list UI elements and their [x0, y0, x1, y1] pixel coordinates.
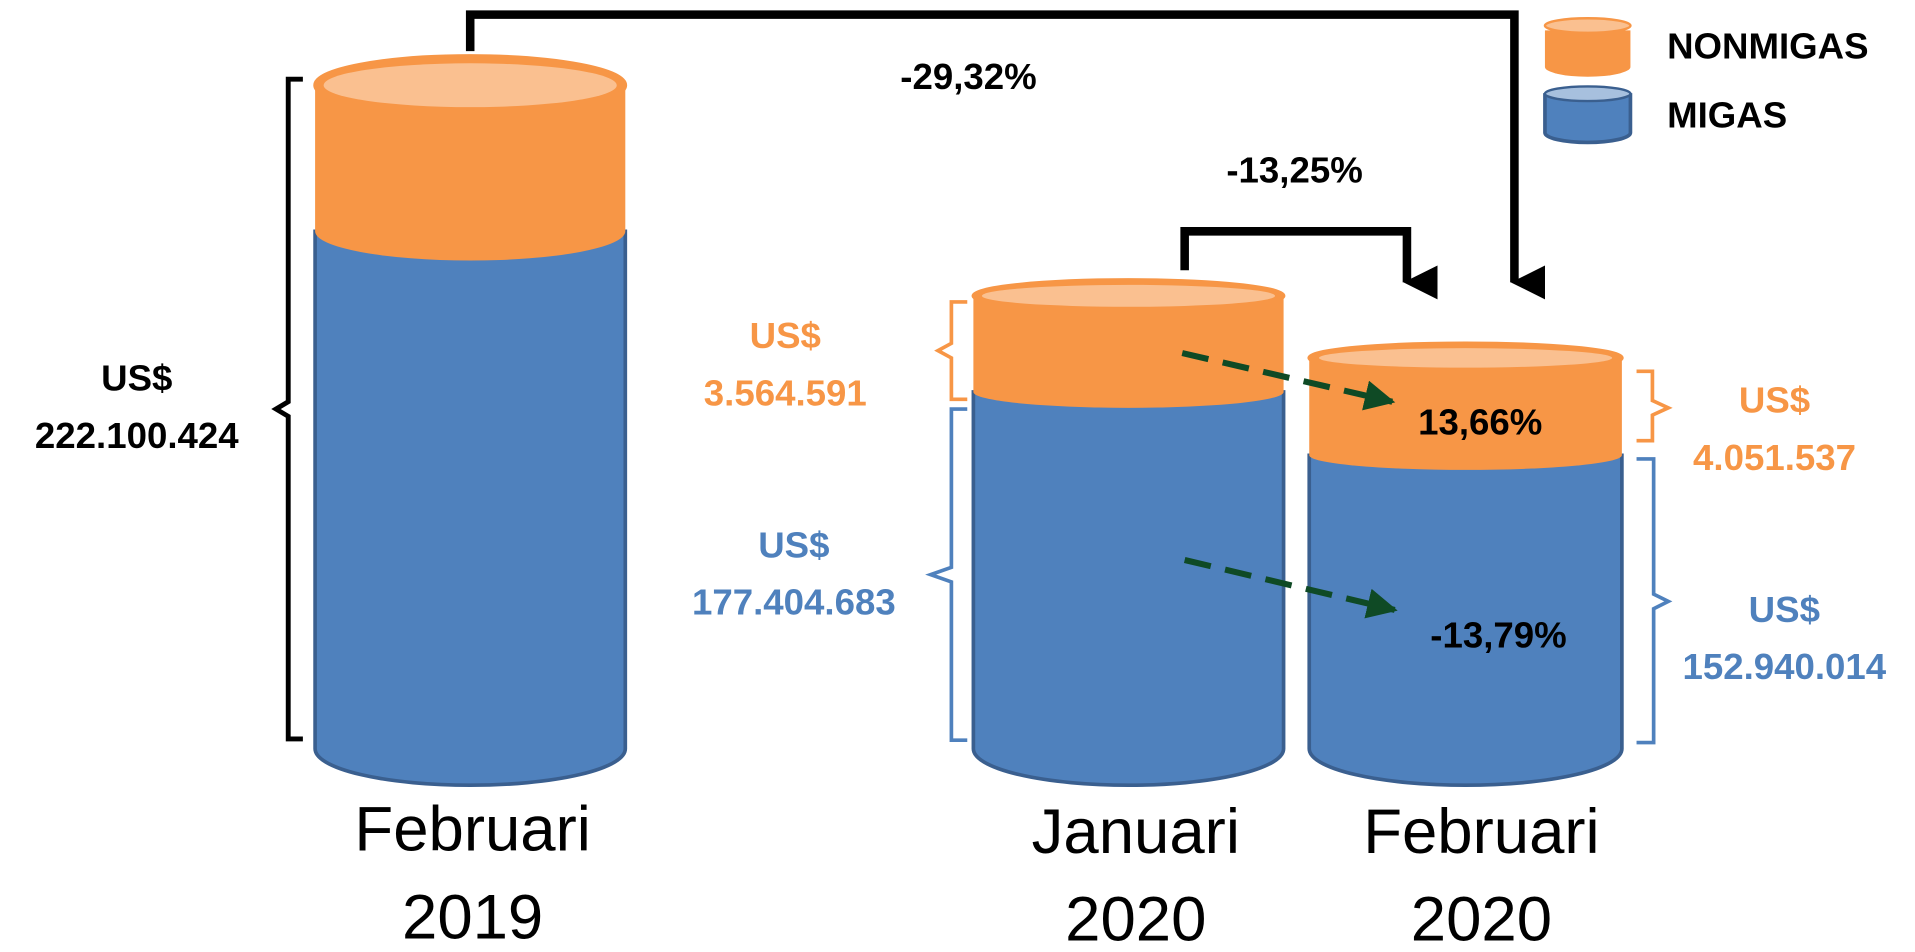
cylinder-feb-2020: [1307, 341, 1624, 788]
cylinder-jan-2020: [971, 278, 1286, 788]
legend-label: MIGAS: [1667, 95, 1787, 136]
column-label: Februari: [1363, 797, 1599, 867]
value-label: 3.564.591: [704, 372, 867, 413]
bracket: [934, 300, 968, 402]
column-label: 2019: [402, 882, 543, 952]
change-label: -29,32%: [900, 56, 1036, 97]
bracket: [925, 407, 968, 742]
value-label: 152.940.014: [1682, 646, 1886, 687]
value-label: US$: [750, 315, 821, 356]
column-label: 2020: [1065, 885, 1206, 952]
legend-label: NONMIGAS: [1667, 25, 1869, 66]
column-label: Februari: [354, 795, 590, 865]
legend: NONMIGAS MIGAS: [1543, 17, 1869, 145]
value-label: 177.404.683: [692, 582, 896, 623]
value-label: US$: [101, 358, 172, 399]
cylinder-feb-2019: [313, 54, 628, 788]
value-label: 222.100.424: [35, 415, 239, 456]
value-label: 4.051.537: [1693, 437, 1856, 478]
bracket: [1636, 369, 1673, 443]
bracket: [271, 76, 303, 742]
arrow: [465, 10, 1546, 300]
change-label: -13,25%: [1226, 150, 1362, 191]
change-label: -13,79%: [1430, 615, 1566, 656]
value-label: US$: [758, 525, 829, 566]
change-label: 13,66%: [1418, 402, 1542, 443]
bracket: [1636, 457, 1673, 745]
arrow: [1180, 227, 1438, 300]
dashed-arrow: [1181, 350, 1396, 411]
column-label: Januari: [1032, 797, 1240, 867]
value-label: US$: [1739, 380, 1810, 421]
value-label: US$: [1749, 589, 1820, 630]
dashed-arrow: [1183, 557, 1398, 619]
column-label: 2020: [1411, 885, 1552, 952]
